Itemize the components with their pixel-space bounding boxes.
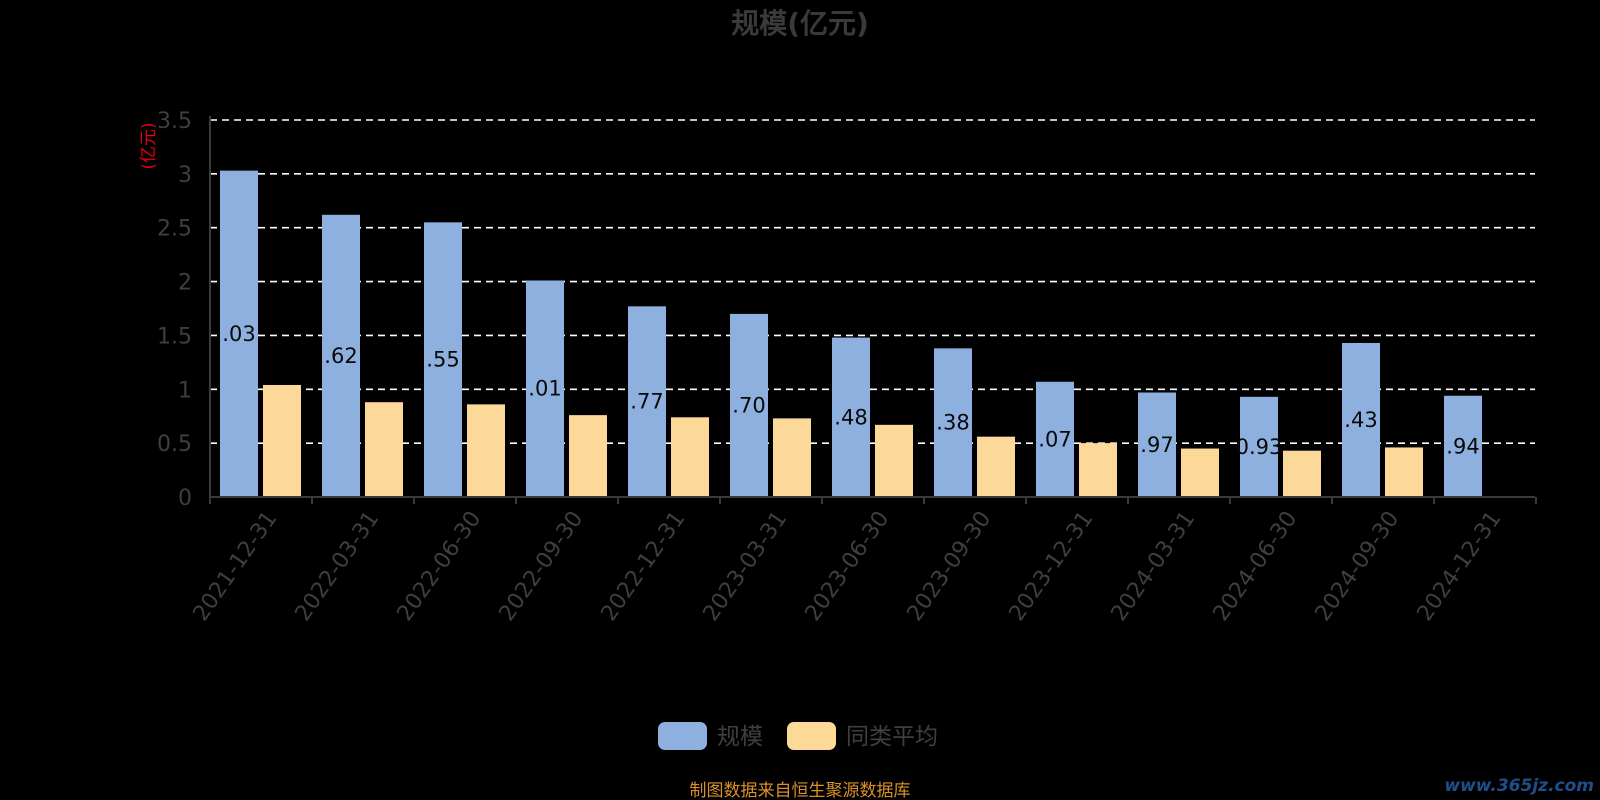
bars (220, 170, 1482, 498)
watermark: www.365jz.com (1444, 776, 1594, 796)
data-label: .01 (528, 377, 561, 401)
data-label: .03 (222, 322, 255, 346)
legend-swatch (787, 722, 836, 750)
grid-lines (210, 119, 1535, 444)
bar-peer-average (875, 424, 913, 497)
data-label: 0.93 (1236, 435, 1283, 459)
x-tick-label: 2024-09-30 (1311, 507, 1405, 626)
data-label: .94 (1446, 434, 1479, 458)
data-label: .55 (426, 348, 459, 372)
y-tick-label: 3 (178, 163, 192, 188)
x-tick-label: 2022-12-31 (597, 507, 691, 626)
bar-peer-average (1283, 450, 1321, 497)
bar-peer-average (569, 415, 607, 497)
x-axis-ticks: 2021-12-31 2022-03-31 2022-06-30 2022-09-30… (189, 507, 1507, 626)
x-tick-label: 2023-03-31 (699, 507, 793, 626)
x-tick-label: 2023-09-30 (903, 507, 997, 626)
x-tick-label: 2021-12-31 (189, 507, 283, 626)
bar-scale (526, 280, 564, 497)
data-label: .38 (936, 411, 969, 435)
chart-title: 规模(亿元) (731, 7, 869, 40)
x-tick-label: 2022-03-31 (291, 507, 385, 626)
bar-scale (832, 337, 870, 497)
bar-scale (424, 222, 462, 498)
x-tick-label: 2024-06-30 (1209, 507, 1303, 626)
x-tick-label: 2024-03-31 (1107, 507, 1201, 626)
bar-peer-average (671, 417, 709, 497)
data-labels: .03 .62 .55 .01 .77 .70 .48 .38 .07 .97 0.93 .43 .94 (222, 322, 1479, 459)
y-tick-label: 0.5 (157, 432, 192, 457)
x-tick-label: 2024-12-31 (1413, 507, 1507, 626)
bar-peer-average (1079, 443, 1117, 497)
bar-scale (322, 214, 360, 497)
axes (209, 116, 1537, 504)
bar-peer-average (1181, 448, 1219, 497)
legend-swatch (658, 722, 707, 750)
x-tick-label: 2023-06-30 (801, 507, 895, 626)
bar-scale (1036, 381, 1074, 497)
bar-peer-average (977, 436, 1015, 497)
bar-scale (220, 170, 258, 497)
y-tick-label: 2 (178, 271, 192, 296)
x-tick-label: 2023-12-31 (1005, 507, 1099, 626)
bar-scale (730, 313, 768, 497)
x-tick-label: 2022-09-30 (495, 507, 589, 626)
legend-label: 同类平均 (846, 724, 938, 750)
bar-peer-average (365, 402, 403, 497)
bar-scale (1138, 392, 1176, 497)
data-label: .97 (1140, 433, 1173, 457)
bar-peer-average (467, 404, 505, 497)
x-tick-label: 2022-06-30 (393, 507, 487, 626)
y-axis-ticks: 0 0.5 1 1.5 2 2.5 3 3.5 (157, 109, 192, 511)
bar-peer-average (1385, 447, 1423, 497)
y-tick-label: 1 (178, 378, 192, 403)
data-label: .43 (1344, 408, 1377, 432)
bar-scale (1444, 395, 1482, 497)
data-label: .07 (1038, 427, 1071, 451)
source-note: 制图数据来自恒生聚源数据库 (690, 781, 911, 800)
y-axis-label: (亿元) (139, 122, 159, 169)
y-tick-label: 3.5 (157, 109, 192, 134)
bar-scale (628, 306, 666, 497)
bar-peer-average (263, 384, 301, 497)
data-label: .77 (630, 390, 663, 414)
bar-scale (1342, 342, 1380, 497)
data-label: .48 (834, 405, 867, 429)
legend-label: 规模 (717, 724, 763, 750)
y-tick-label: 0 (178, 486, 192, 511)
legend: 规模 同类平均 (658, 722, 938, 750)
y-tick-label: 1.5 (157, 324, 192, 349)
y-tick-label: 2.5 (157, 217, 192, 242)
data-label: .70 (732, 393, 765, 417)
bar-scale (934, 348, 972, 497)
data-label: .62 (324, 344, 357, 368)
bar-scale (1240, 396, 1278, 497)
bar-peer-average (773, 418, 811, 497)
